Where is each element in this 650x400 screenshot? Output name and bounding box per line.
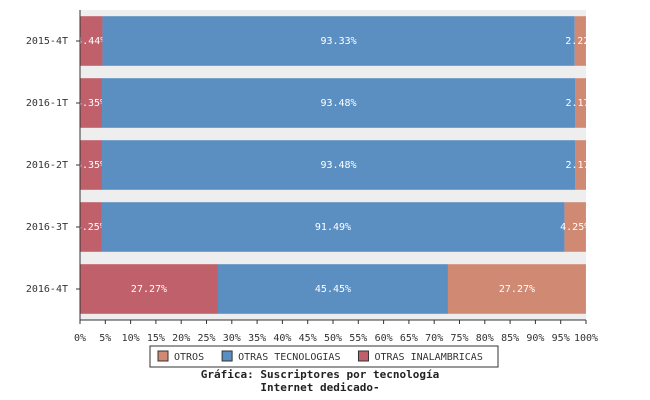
bar-segment: [80, 202, 102, 252]
value-label: 4.35%: [76, 160, 106, 171]
x-tick-label: 100%: [574, 333, 598, 344]
x-tick-label: 5%: [99, 333, 111, 344]
x-tick-label: 50%: [324, 333, 342, 344]
x-tick-label: 65%: [400, 333, 418, 344]
y-tick-label: 2015-4T: [26, 36, 68, 47]
value-label: 27.27%: [499, 284, 535, 295]
x-tick-label: 95%: [552, 333, 570, 344]
x-tick-label: 30%: [223, 333, 241, 344]
bar-segment: [80, 78, 103, 128]
legend-label: OTRAS INALAMBRICAS: [374, 352, 482, 363]
value-label: 27.27%: [131, 284, 167, 295]
x-tick-label: 20%: [172, 333, 190, 344]
bar-segment: [102, 78, 576, 128]
value-label: 4.25%: [560, 222, 590, 233]
bar-segment: [80, 264, 218, 314]
chart-title: Gráfica: Suscriptores por tecnología: [201, 368, 439, 381]
bar-segment: [217, 264, 448, 314]
bar-segment: [575, 140, 586, 190]
x-tick-label: 55%: [349, 333, 367, 344]
value-label: 2.22%: [565, 36, 595, 47]
x-tick-label: 85%: [501, 333, 519, 344]
x-tick-label: 90%: [526, 333, 544, 344]
x-tick-label: 75%: [450, 333, 468, 344]
value-label: 45.45%: [315, 284, 351, 295]
x-tick-label: 0%: [74, 333, 86, 344]
value-label: 93.48%: [320, 160, 356, 171]
value-label: 91.49%: [315, 222, 351, 233]
value-label: 2.17%: [565, 98, 595, 109]
legend-swatch: [357, 350, 369, 362]
bar-segment: [575, 78, 586, 128]
bar-segment: [80, 16, 103, 66]
value-label: 4.35%: [76, 98, 106, 109]
bar-segment: [447, 264, 586, 314]
x-tick-label: 60%: [375, 333, 393, 344]
bar-segment: [564, 202, 586, 252]
bar-segment: [102, 16, 575, 66]
bar-segment: [102, 140, 576, 190]
x-tick-label: 45%: [299, 333, 317, 344]
value-label: 93.33%: [321, 36, 357, 47]
legend-label: OTROS: [174, 352, 204, 363]
x-tick-label: 80%: [476, 333, 494, 344]
y-tick-label: 2016-1T: [26, 98, 68, 109]
x-tick-label: 40%: [273, 333, 291, 344]
legend-label: OTRAS TECNOLOGIAS: [238, 352, 340, 363]
bar-segment: [574, 16, 586, 66]
x-tick-label: 10%: [122, 333, 140, 344]
y-tick-label: 2016-3T: [26, 222, 68, 233]
legend-swatch: [221, 350, 233, 362]
x-tick-label: 15%: [147, 333, 165, 344]
y-tick-label: 2016-2T: [26, 160, 68, 171]
y-tick-label: 2016-4T: [26, 284, 68, 295]
x-tick-label: 35%: [248, 333, 266, 344]
legend-swatch: [157, 350, 169, 362]
value-label: 4.25%: [76, 222, 106, 233]
bar-segment: [80, 140, 103, 190]
x-tick-label: 70%: [425, 333, 443, 344]
value-label: 93.48%: [320, 98, 356, 109]
value-label: 2.17%: [565, 160, 595, 171]
legend: [149, 345, 499, 368]
chart-subtitle: Internet dedicado-: [260, 381, 379, 394]
value-label: 4.44%: [76, 36, 106, 47]
bar-segment: [101, 202, 565, 252]
x-tick-label: 25%: [197, 333, 215, 344]
